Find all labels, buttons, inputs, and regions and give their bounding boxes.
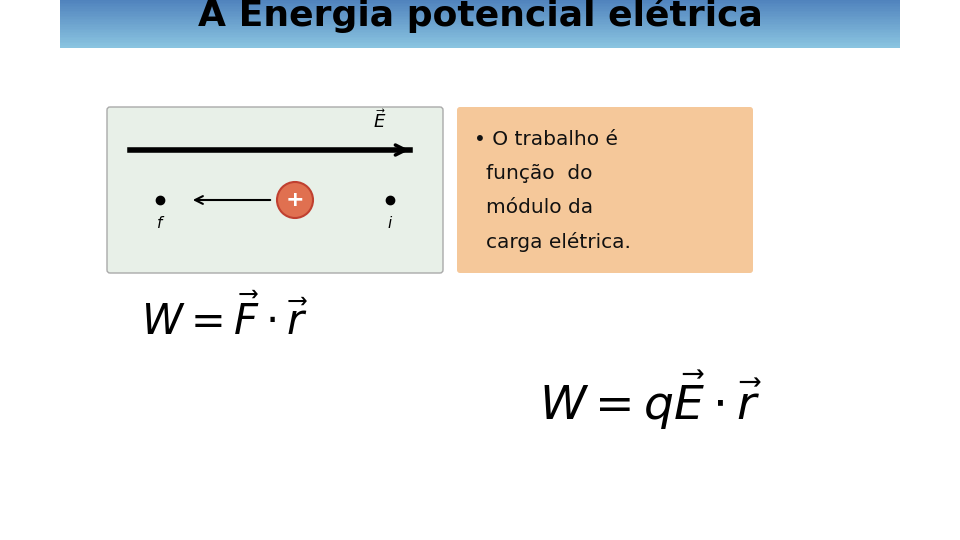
Bar bbox=[60, 19, 900, 21]
Bar bbox=[60, 21, 900, 22]
Bar bbox=[60, 45, 900, 46]
Bar bbox=[60, 33, 900, 35]
Bar bbox=[60, 30, 900, 32]
Bar bbox=[60, 4, 900, 6]
Bar bbox=[60, 12, 900, 14]
Bar bbox=[60, 3, 900, 4]
Bar bbox=[60, 1, 900, 3]
Bar bbox=[60, 9, 900, 11]
Bar bbox=[60, 25, 900, 27]
Text: $W = \vec{F}\cdot\vec{r}$: $W = \vec{F}\cdot\vec{r}$ bbox=[141, 296, 309, 345]
Text: f: f bbox=[157, 216, 162, 231]
Text: +: + bbox=[286, 190, 304, 210]
FancyBboxPatch shape bbox=[457, 107, 753, 273]
Bar bbox=[60, 0, 900, 1]
Bar bbox=[60, 8, 900, 9]
Bar bbox=[60, 35, 900, 37]
Text: • O trabalho é: • O trabalho é bbox=[474, 130, 618, 149]
Circle shape bbox=[277, 182, 313, 218]
Bar bbox=[60, 22, 900, 24]
Bar bbox=[60, 14, 900, 16]
Bar bbox=[60, 42, 900, 43]
Bar bbox=[60, 6, 900, 8]
Text: módulo da: módulo da bbox=[486, 198, 593, 217]
Bar bbox=[60, 24, 900, 25]
Bar bbox=[60, 27, 900, 29]
Bar bbox=[60, 17, 900, 19]
Text: função  do: função do bbox=[486, 164, 592, 183]
Text: $W = q\vec{E}\cdot\vec{r}$: $W = q\vec{E}\cdot\vec{r}$ bbox=[539, 368, 761, 431]
Bar bbox=[60, 40, 900, 42]
FancyBboxPatch shape bbox=[107, 107, 443, 273]
Bar bbox=[60, 32, 900, 33]
Text: i: i bbox=[388, 216, 392, 231]
Bar bbox=[60, 38, 900, 40]
Bar bbox=[60, 43, 900, 45]
Bar bbox=[60, 46, 900, 48]
Bar bbox=[60, 37, 900, 38]
Text: $\vec{E}$: $\vec{E}$ bbox=[373, 109, 387, 132]
Bar bbox=[60, 11, 900, 12]
Bar bbox=[60, 29, 900, 30]
Text: carga elétrica.: carga elétrica. bbox=[486, 232, 631, 252]
Bar bbox=[60, 16, 900, 17]
Text: A Energia potencial elétrica: A Energia potencial elétrica bbox=[198, 0, 762, 33]
